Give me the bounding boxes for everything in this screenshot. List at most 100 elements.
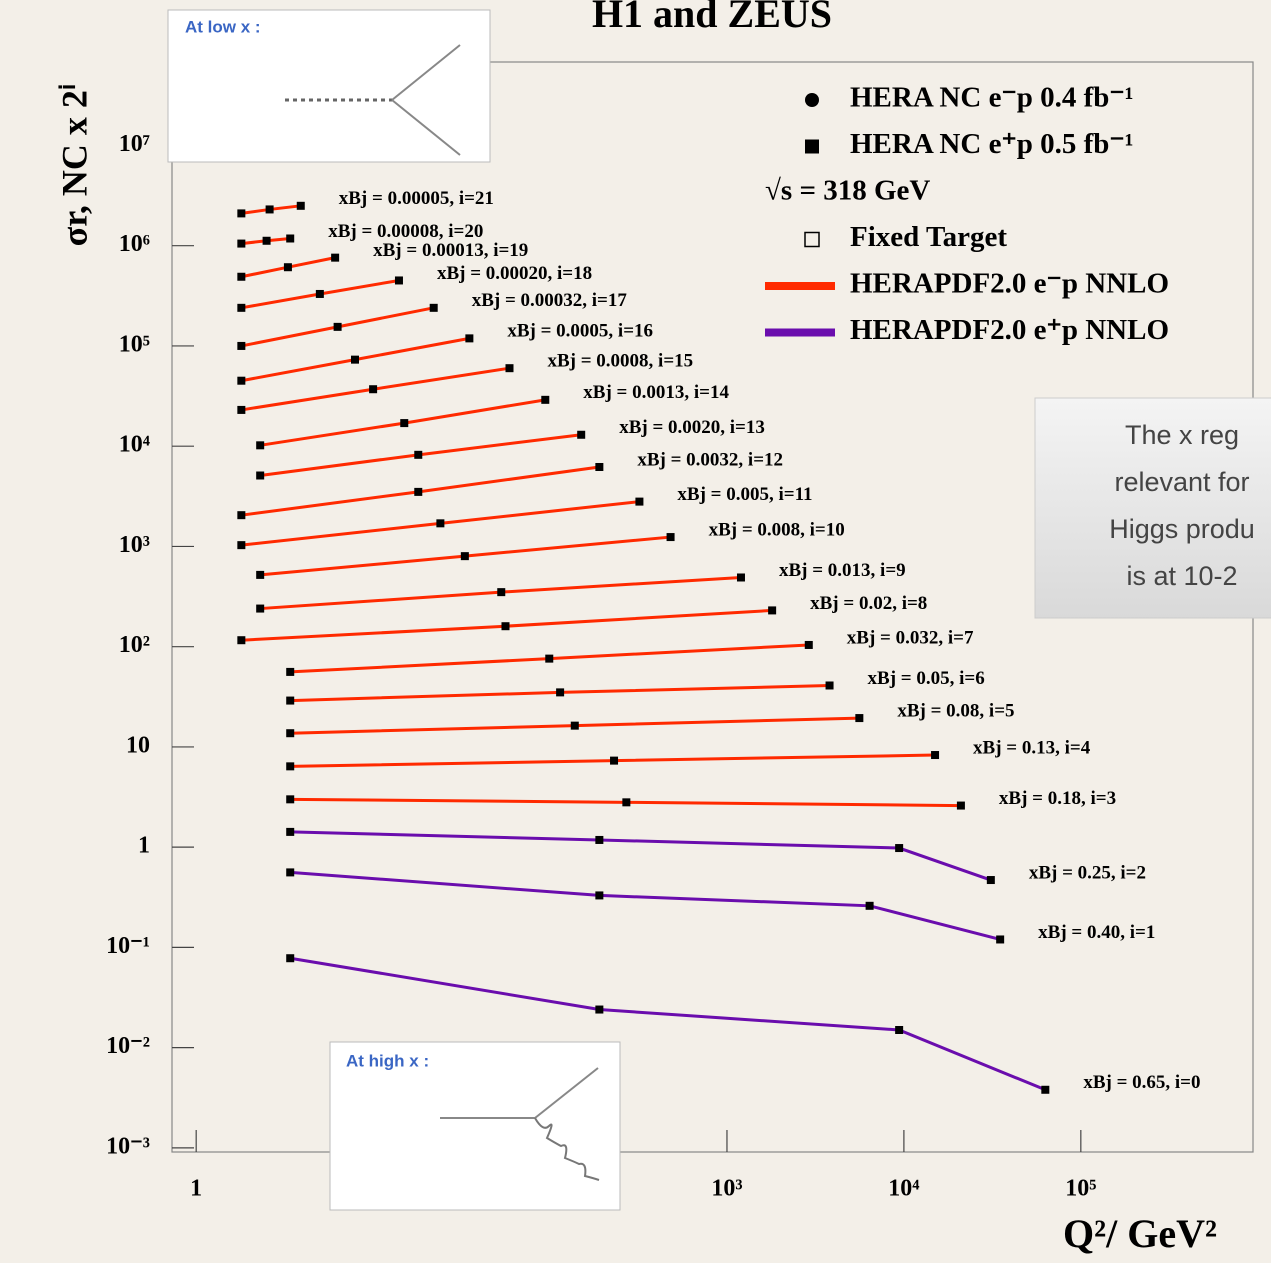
data-point xyxy=(369,385,378,394)
data-point xyxy=(595,462,604,471)
data-point xyxy=(237,272,246,281)
fit-curve xyxy=(289,956,1046,1092)
legend-marker xyxy=(805,139,819,154)
data-point xyxy=(350,355,359,364)
data-point xyxy=(237,511,246,520)
bin-label: xBj = 0.25, i=2 xyxy=(1029,862,1146,883)
data-point xyxy=(895,1025,904,1034)
data-point xyxy=(265,205,274,214)
data-point xyxy=(286,954,295,963)
data-point xyxy=(666,533,675,542)
data-point xyxy=(286,729,295,738)
data-point xyxy=(286,827,295,836)
data-point xyxy=(286,762,295,771)
data-point xyxy=(1041,1085,1050,1094)
callout-line: is at 10-2 xyxy=(1126,561,1237,591)
quark-line xyxy=(391,44,461,101)
legend-line xyxy=(765,282,835,290)
data-point xyxy=(996,935,1005,944)
data-point xyxy=(256,604,265,613)
data-point xyxy=(556,688,565,697)
y-tick-label: 10⁷ xyxy=(119,131,150,157)
bin-label: xBj = 0.18, i=3 xyxy=(999,788,1116,809)
data-point xyxy=(595,835,604,844)
data-point xyxy=(256,471,265,480)
bin-label: xBj = 0.0020, i=13 xyxy=(619,417,765,438)
callout-line: The x reg xyxy=(1125,420,1239,450)
callout-box xyxy=(1034,397,1271,619)
quark-line xyxy=(391,99,461,156)
data-point xyxy=(237,636,246,645)
data-point xyxy=(497,588,506,597)
y-tick-label: 10³ xyxy=(119,532,150,558)
y-tick-label: 10⁶ xyxy=(119,231,150,257)
data-point xyxy=(256,570,265,579)
data-point xyxy=(414,487,423,496)
bin-label: xBj = 0.00008, i=20 xyxy=(328,221,483,242)
data-point xyxy=(465,334,474,343)
callout: The x reg relevant for Higgs produ is at… xyxy=(1034,397,1271,619)
data-point xyxy=(296,201,305,210)
legend-line xyxy=(765,328,835,337)
data-point xyxy=(237,376,246,385)
legend-label: HERA NC e⁺p 0.5 fb⁻¹ xyxy=(850,128,1133,160)
x-axis-label: Q²/ GeV² xyxy=(1063,1211,1217,1256)
x-tick-label: 1 xyxy=(190,1176,202,1202)
callout-line: Higgs produ xyxy=(1109,514,1255,544)
data-point xyxy=(986,876,995,885)
data-point xyxy=(622,798,631,807)
y-axis-label: σr, NC x 2ⁱ xyxy=(54,84,94,247)
bin-label: xBj = 0.00020, i=18 xyxy=(437,263,592,284)
legend-marker xyxy=(805,93,819,107)
chart-title: H1 and ZEUS xyxy=(592,0,832,36)
data-point xyxy=(865,901,874,910)
data-point xyxy=(736,573,745,582)
data-point xyxy=(768,606,777,615)
data-point xyxy=(505,364,514,373)
inset-low-x: At low x : xyxy=(167,9,491,163)
fit-curve xyxy=(290,870,1001,941)
data-point xyxy=(286,868,295,877)
y-tick-label: 10⁴ xyxy=(119,432,150,458)
legend-label: Fixed Target xyxy=(850,221,1007,253)
legend-label: HERAPDF2.0 e⁻p NNLO xyxy=(850,268,1169,300)
data-point xyxy=(855,714,864,723)
data-point xyxy=(610,756,619,765)
inset-title: At high x : xyxy=(346,1051,429,1070)
callout-line: relevant for xyxy=(1114,467,1249,497)
bin-label: xBj = 0.013, i=9 xyxy=(779,560,906,581)
bin-label: xBj = 0.05, i=6 xyxy=(868,668,985,689)
bin-label: xBj = 0.032, i=7 xyxy=(847,627,974,648)
inset-title: At low x : xyxy=(185,17,261,36)
data-point xyxy=(237,541,246,550)
bin-label: xBj = 0.00005, i=21 xyxy=(339,188,494,209)
bin-label: xBj = 0.005, i=11 xyxy=(677,484,812,505)
x-tick-label: 10⁴ xyxy=(888,1176,919,1202)
data-point xyxy=(501,622,510,631)
data-point xyxy=(315,289,324,298)
data-point xyxy=(931,751,940,760)
data-point xyxy=(262,236,271,245)
bin-label: xBj = 0.13, i=4 xyxy=(973,737,1091,758)
data-point xyxy=(545,654,554,663)
bin-label: xBj = 0.0005, i=16 xyxy=(507,321,653,342)
data-point xyxy=(595,1005,604,1014)
data-point xyxy=(804,640,813,649)
bin-label: xBj = 0.08, i=5 xyxy=(897,700,1014,721)
data-point xyxy=(400,419,409,428)
data-point xyxy=(460,552,469,561)
y-tick-label: 10⁵ xyxy=(119,331,150,357)
data-point xyxy=(286,795,295,804)
data-point xyxy=(331,253,340,262)
data-point xyxy=(414,450,423,459)
bin-label: xBj = 0.0013, i=14 xyxy=(583,382,729,403)
data-point xyxy=(635,497,644,506)
data-point xyxy=(286,696,295,705)
legend: HERA NC e⁻p 0.4 fb⁻¹ HERA NC e⁺p 0.5 fb⁻¹… xyxy=(765,82,1169,346)
data-point xyxy=(895,844,904,853)
data-point xyxy=(256,441,265,450)
y-tick-label: 10⁻³ xyxy=(106,1133,150,1159)
inset-box xyxy=(329,1041,621,1211)
